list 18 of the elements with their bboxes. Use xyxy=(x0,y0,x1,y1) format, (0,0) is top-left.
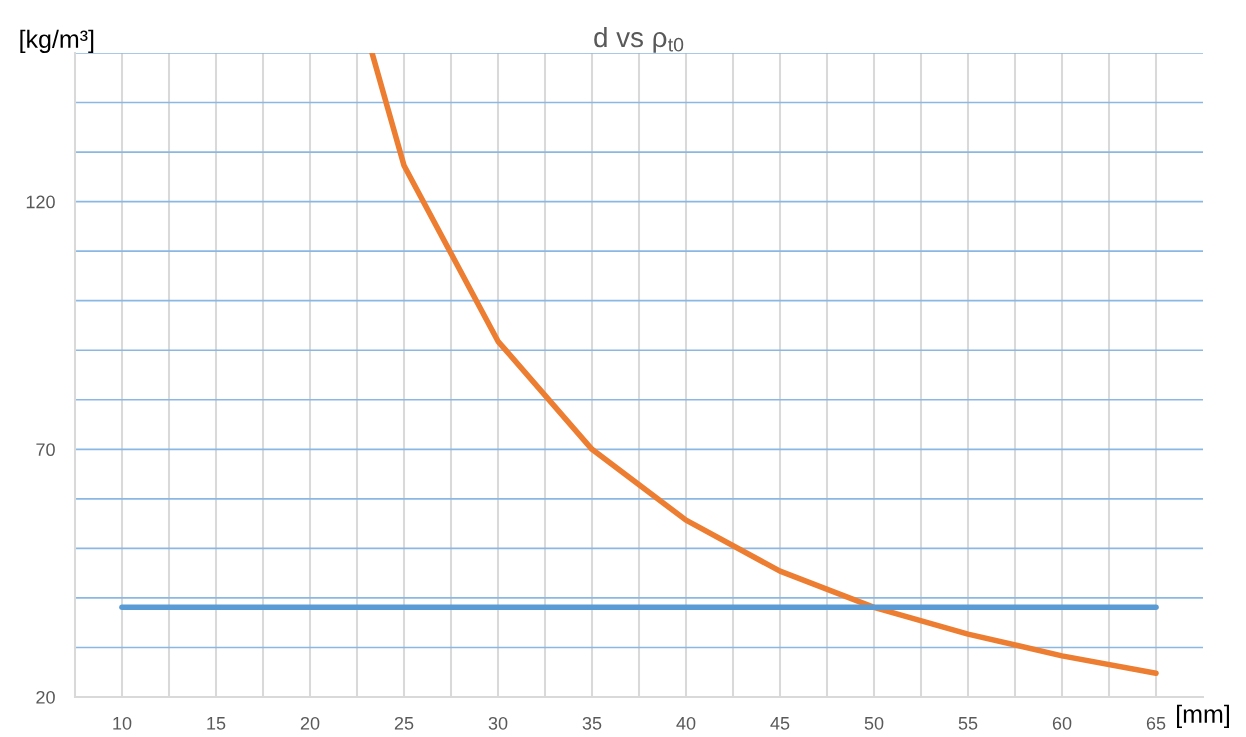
x-tick-label: 15 xyxy=(207,717,226,730)
y-tick-label: 20 xyxy=(36,690,55,704)
x-tick-label: 60 xyxy=(1052,716,1072,730)
y-tick-label: 70 xyxy=(36,443,55,457)
x-tick-label: 65 xyxy=(1146,716,1166,730)
x-tick-label: 25 xyxy=(394,716,414,730)
x-tick-label: 30 xyxy=(488,716,508,730)
x-tick-label: 45 xyxy=(770,717,790,730)
y-axis-title: [kg/m³] xyxy=(20,29,94,53)
x-axis-title: [mm] xyxy=(1177,704,1229,728)
x-tick-label: 20 xyxy=(300,716,320,730)
x-tick-label: 40 xyxy=(676,716,696,730)
x-tick-label: 35 xyxy=(582,716,602,730)
chart-title: d vs ρ$_{t0}$ xyxy=(594,26,684,53)
x-tick-label: 50 xyxy=(864,716,884,730)
y-tick-label: 120 xyxy=(26,195,55,209)
x-tick-label: 55 xyxy=(958,717,978,730)
x-tick-label: 10 xyxy=(113,716,132,730)
